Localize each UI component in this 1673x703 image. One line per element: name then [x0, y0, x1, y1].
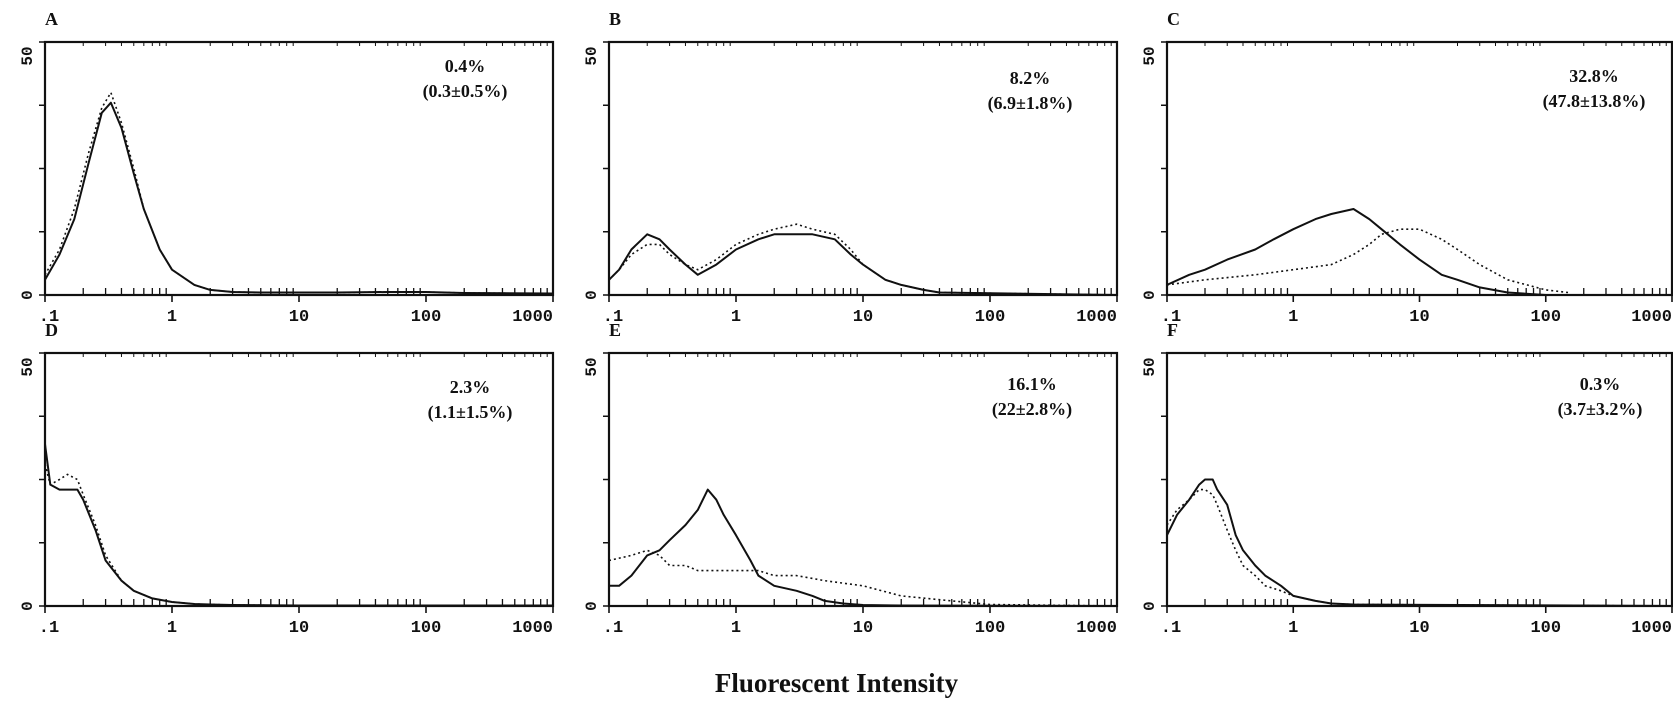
x-tick-label: 1000 — [1631, 619, 1672, 638]
annotation-range: (1.1±1.5%) — [428, 402, 513, 423]
x-tick-label: 100 — [411, 619, 442, 638]
y-tick-label: 0 — [583, 290, 601, 300]
x-tick-label: 10 — [853, 308, 873, 327]
panel-f: F .1 1 10 100 1000 0 50 0.3% (3.7±3.2%) — [1141, 320, 1673, 638]
x-tick-label: 1000 — [512, 308, 553, 327]
panel-e: E .1 1 10 100 1000 0 50 16.1% (22±2.8%) — [583, 320, 1119, 638]
y-tick-label: 50 — [583, 46, 601, 65]
y-tick-label: 0 — [583, 601, 601, 611]
plot-frame — [43, 40, 555, 297]
x-tick-label: 1 — [731, 619, 741, 638]
x-tick-label: 10 — [853, 619, 873, 638]
panel-c: C .1 1 10 100 1000 0 50 32.8% (47.8±13.8%) — [1141, 9, 1673, 327]
x-tick-label: 1 — [1288, 619, 1298, 638]
histogram-line-solid — [1166, 208, 1546, 296]
panel-label: C — [1167, 9, 1180, 29]
annotation-range: (0.3±0.5%) — [423, 81, 508, 102]
x-tick-label: .1 — [39, 619, 59, 638]
x-tick-label: 100 — [1530, 308, 1561, 327]
annotation-range: (47.8±13.8%) — [1543, 91, 1646, 112]
x-tick-label: 10 — [289, 619, 309, 638]
annotation-percent: 8.2% — [1010, 68, 1051, 88]
panel-d: D .1 1 10 100 1000 0 50 2.3% (1.1±1.5%) — [19, 320, 555, 638]
annotation-percent: 0.3% — [1580, 374, 1621, 394]
histogram-line-dotted — [608, 223, 1118, 296]
x-tick-label: 100 — [1530, 619, 1561, 638]
histogram-line-dotted — [44, 91, 554, 295]
y-tick-label: 50 — [1141, 46, 1159, 65]
x-tick-label: .1 — [39, 308, 59, 327]
panel-label: B — [609, 9, 621, 29]
annotation-percent: 0.4% — [445, 56, 486, 76]
y-tick-label: 50 — [1141, 357, 1159, 376]
annotation-range: (22±2.8%) — [992, 399, 1072, 420]
x-tick-label: 1000 — [1631, 308, 1672, 327]
x-tick-label: .1 — [1161, 308, 1181, 327]
y-tick-label: 50 — [583, 357, 601, 376]
annotation-range: (6.9±1.8%) — [988, 93, 1073, 114]
panel-b: B .1 1 10 100 1000 0 50 8.2% (6.9±1.8%) — [583, 9, 1119, 327]
x-tick-label: 1000 — [512, 619, 553, 638]
x-tick-label: .1 — [1161, 619, 1181, 638]
x-tick-label: 100 — [975, 308, 1006, 327]
y-tick-label: 50 — [19, 46, 37, 65]
x-tick-label: 1 — [731, 308, 741, 327]
histogram-line-dotted — [1166, 228, 1569, 294]
y-tick-label: 50 — [19, 357, 37, 376]
panel-a: A .1 1 10 100 1000 0 50 0.4% (0.3±0.5%) — [19, 9, 555, 327]
histogram-line-solid — [1166, 478, 1673, 607]
x-tick-label: 1 — [1288, 308, 1298, 327]
x-tick-label: 1000 — [1076, 308, 1117, 327]
histogram-line-solid — [609, 488, 1118, 607]
histogram-line-solid — [608, 233, 1118, 296]
panel-label: A — [45, 9, 58, 29]
x-tick-label: 1 — [167, 308, 177, 327]
y-tick-label: 0 — [19, 290, 37, 300]
y-tick-label: 0 — [1141, 290, 1159, 300]
x-tick-label: 1000 — [1076, 619, 1117, 638]
x-tick-label: 100 — [411, 308, 442, 327]
x-tick-label: 10 — [289, 308, 309, 327]
x-tick-label: 10 — [1409, 308, 1429, 327]
histogram-line-solid — [44, 443, 553, 607]
y-tick-label: 0 — [1141, 601, 1159, 611]
x-tick-label: 1 — [167, 619, 177, 638]
histogram-line-dotted — [608, 549, 1118, 607]
annotation-percent: 2.3% — [450, 377, 491, 397]
histogram-line-dotted — [1166, 488, 1673, 607]
panel-label: F — [1167, 320, 1178, 340]
y-tick-label: 0 — [19, 601, 37, 611]
annotation-percent: 32.8% — [1569, 66, 1619, 86]
x-tick-label: .1 — [603, 619, 623, 638]
x-tick-label: .1 — [603, 308, 623, 327]
figure-x-axis-label: Fluorescent Intensity — [714, 668, 959, 698]
histogram-line-solid — [44, 101, 554, 295]
panel-label: E — [609, 320, 621, 340]
panel-label: D — [45, 320, 58, 340]
x-tick-label: 100 — [975, 619, 1006, 638]
annotation-percent: 16.1% — [1007, 374, 1057, 394]
histogram-line-dotted — [44, 464, 553, 607]
annotation-range: (3.7±3.2%) — [1558, 399, 1643, 420]
x-tick-label: 10 — [1409, 619, 1429, 638]
